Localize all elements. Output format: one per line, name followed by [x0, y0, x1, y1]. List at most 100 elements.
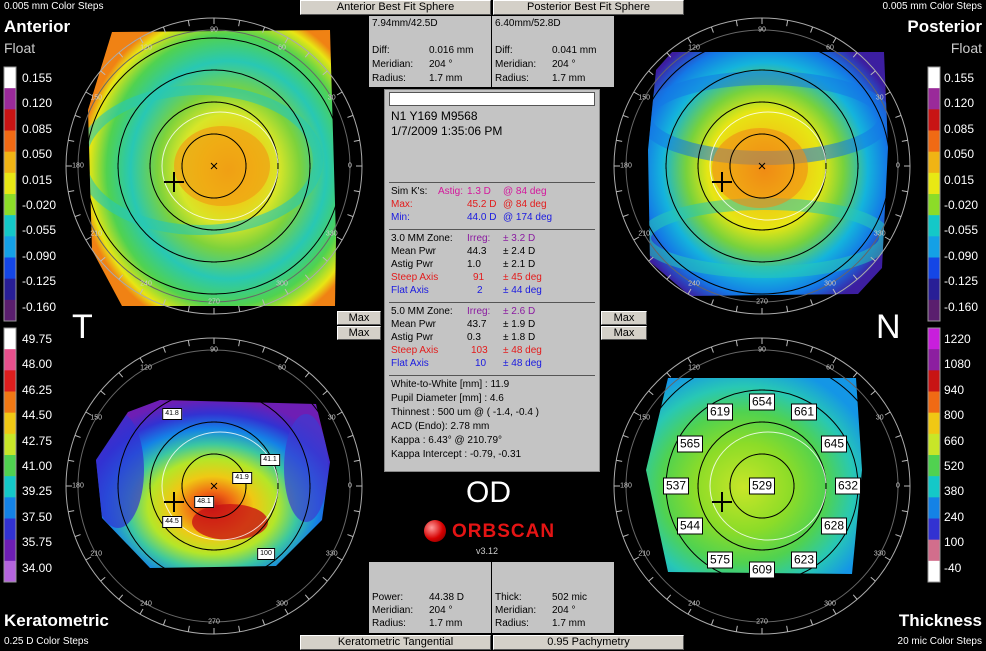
anterior-best-fit-sphere-button[interactable]: Anterior Best Fit Sphere — [300, 0, 491, 15]
compass-label: 240 — [688, 280, 700, 288]
compass-tick — [901, 139, 908, 142]
compass-tick — [353, 190, 360, 193]
zone5-flat-value: 10 — [475, 358, 487, 369]
keratometric-power-panel: Power: 44.38 D Meridian: 204 ° Radius: 1… — [369, 562, 491, 633]
legend-label-kerato: 41.00 — [22, 459, 53, 473]
legend-swatch — [928, 518, 940, 541]
compass-tick — [735, 20, 738, 27]
compass-tick — [304, 594, 310, 600]
max-button-keratometric[interactable]: Max — [337, 326, 381, 340]
zone5-mean-value: 43.7 — [467, 319, 487, 330]
compass-tick — [304, 372, 310, 378]
anterior-subtitle: Float — [4, 40, 36, 56]
legend-label-kerato: 48.00 — [22, 357, 53, 372]
max-button-thickness[interactable]: Max — [601, 326, 647, 340]
pachymetry-value: 609 — [748, 561, 776, 579]
legend-label-thick: 100 — [944, 535, 965, 550]
legend-swatch — [928, 370, 940, 392]
legend-label-posterior: -0.020 — [944, 198, 979, 212]
thickness-value-panel: Thick: 502 mic Meridian: 204 ° Radius: 1… — [492, 562, 614, 633]
compass-tick — [284, 608, 289, 615]
compass-tick — [85, 556, 92, 561]
compass-tick — [336, 411, 343, 416]
compass-tick — [648, 70, 654, 76]
diff-label: Diff: — [495, 45, 513, 56]
compass-tick — [648, 256, 654, 262]
compass-tick — [85, 236, 92, 241]
legend-label-anterior: 0.050 — [22, 147, 53, 162]
legend-swatch — [928, 67, 940, 89]
legend-label-kerato: 37.50 — [22, 509, 53, 524]
compass-tick — [238, 625, 241, 632]
divider — [389, 182, 595, 183]
radius-label: Radius: — [372, 618, 406, 629]
thickness-title: Thickness — [898, 611, 982, 630]
legend-swatch — [4, 497, 16, 519]
compass-tick — [616, 190, 623, 193]
compass-tick — [238, 340, 241, 347]
zone3-irreg-label: Irreg: — [467, 233, 491, 244]
legend-label-kerato: 39.25 — [22, 484, 53, 499]
posterior-float-map[interactable] — [640, 40, 900, 310]
compass-tick — [810, 26, 814, 33]
compass-label: 0 — [896, 162, 900, 170]
compass-tick — [187, 20, 190, 27]
legend-label-thick: 1220 — [944, 332, 971, 346]
max-button-posterior[interactable]: Max — [601, 311, 647, 325]
simk-min-axis: @ 174 deg — [503, 212, 553, 223]
meridian-value: 204 ° — [552, 59, 576, 70]
compass-label: 270 — [756, 618, 768, 626]
compass-tick — [616, 510, 623, 513]
temporal-label: T — [72, 308, 93, 346]
legend-swatch — [928, 88, 940, 110]
compass-label: 180 — [72, 162, 84, 170]
compass-label: 60 — [826, 44, 834, 52]
keratometric-tag: 41.8 — [162, 408, 182, 420]
zone5-flat-sd: ± 48 deg — [503, 358, 542, 369]
divider — [389, 229, 595, 230]
pachymetry-value: 632 — [834, 477, 862, 495]
zone3-flat-value: 2 — [477, 285, 483, 296]
legend-label-posterior: 0.015 — [944, 172, 975, 187]
legend-swatch — [4, 278, 16, 301]
brand-name: ORBSCAN — [452, 521, 556, 542]
compass-tick — [118, 372, 124, 378]
compass-tick — [884, 556, 891, 561]
legend-swatch — [4, 172, 16, 195]
thickness-map[interactable] — [640, 372, 870, 582]
compass-label: 30 — [327, 94, 336, 102]
compass-tick — [353, 139, 360, 142]
legend-swatch — [4, 433, 16, 456]
anterior-title: Anterior — [4, 17, 71, 36]
compass-tick — [687, 288, 692, 295]
keratometric-tangential-button[interactable]: Keratometric Tangential — [300, 635, 491, 650]
pachymetry-value: 529 — [748, 477, 776, 495]
thick-value: 502 mic — [552, 592, 588, 603]
posterior-sphere-panel: 6.40mm/52.8D Diff: 0.041 mm Meridian: 20… — [492, 16, 614, 87]
compass-tick — [648, 576, 654, 582]
zone3-mean-label: Mean Pwr — [391, 246, 437, 257]
legend-swatch — [4, 151, 16, 174]
legend-swatch — [928, 109, 940, 131]
legend-label-anterior: -0.125 — [22, 274, 57, 289]
max-button-anterior[interactable]: Max — [337, 311, 381, 325]
simk-max-value: 45.2 D — [467, 199, 497, 210]
compass-tick — [852, 594, 858, 600]
compass-tick — [901, 190, 908, 193]
pachymetry-button[interactable]: 0.95 Pachymetry — [493, 635, 684, 650]
simk-label: Sim K's: — [391, 186, 428, 197]
posterior-best-fit-sphere-button[interactable]: Posterior Best Fit Sphere — [493, 0, 684, 15]
compass-tick — [347, 114, 354, 118]
compass-tick — [187, 625, 190, 632]
notes-input[interactable] — [389, 92, 595, 106]
compass-tick — [870, 576, 876, 582]
eye-label: OD — [466, 476, 511, 509]
compass-tick — [187, 340, 190, 347]
compass-tick — [895, 434, 902, 438]
legend-label-thick: 1080 — [944, 357, 971, 372]
zone3-mean-sd: ± 2.4 D — [503, 246, 536, 257]
legend-label-anterior: 0.015 — [22, 172, 53, 187]
compass-tick — [85, 411, 92, 416]
compass-tick — [118, 52, 124, 58]
compass-tick — [687, 608, 692, 615]
